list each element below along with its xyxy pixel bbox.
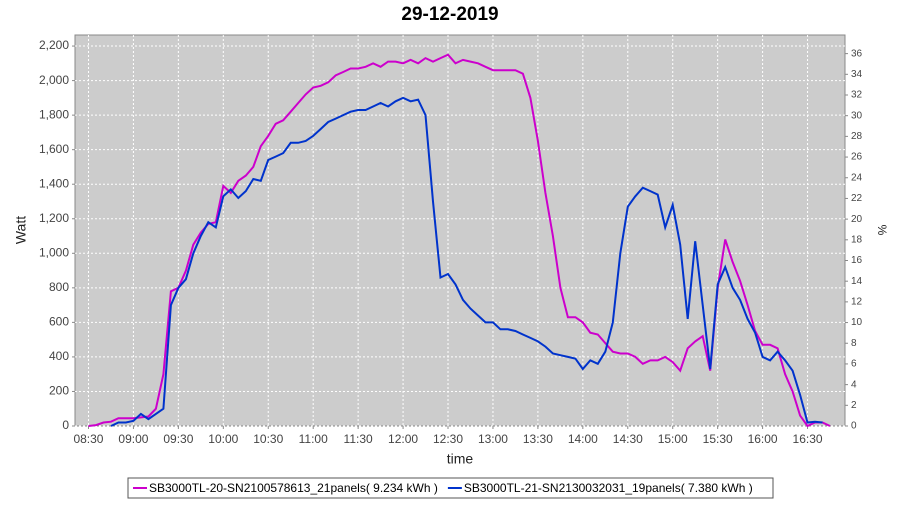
x-tick-label: 15:30 (703, 432, 733, 446)
y-tick-label: 1,200 (39, 211, 69, 225)
y2-tick-label: 36 (851, 48, 863, 59)
x-tick-label: 10:00 (208, 432, 238, 446)
y2-tick-label: 2 (851, 400, 857, 411)
y-tick-label: 600 (49, 315, 69, 329)
x-tick-label: 09:00 (118, 432, 148, 446)
y-tick-label: 2,200 (39, 38, 69, 52)
y2-tick-label: 20 (851, 214, 863, 225)
y-tick-label: 0 (62, 418, 69, 432)
y2-tick-label: 8 (851, 338, 857, 349)
x-tick-label: 16:30 (793, 432, 823, 446)
y-tick-label: 200 (49, 384, 69, 398)
y2-tick-label: 30 (851, 110, 863, 121)
y2-tick-label: 18 (851, 234, 863, 245)
x-tick-label: 15:00 (658, 432, 688, 446)
y2-tick-label: 12 (851, 297, 863, 308)
x-tick-label: 10:30 (253, 432, 283, 446)
series-line (110, 96, 823, 427)
y-tick-label: 1,600 (39, 142, 69, 156)
plot-area (74, 34, 846, 427)
y-tick-label: 1,400 (39, 176, 69, 190)
x-tick-label: 08:30 (73, 432, 103, 446)
legend-label: SB3000TL-20-SN2100578613_21panels( 9.234… (149, 481, 438, 495)
y-tick-label: 400 (49, 349, 69, 363)
x-tick-label: 11:00 (299, 432, 328, 446)
x-tick-label: 13:00 (478, 432, 508, 446)
y2-tick-label: 34 (851, 69, 863, 80)
x-tick-label: 12:00 (388, 432, 418, 446)
y2-tick-label: 16 (851, 255, 863, 266)
x-tick-label: 14:30 (613, 432, 643, 446)
y-tick-label: 1,000 (39, 245, 69, 259)
y-tick-label: 800 (49, 280, 69, 294)
chart-title: 29-12-2019 (401, 4, 498, 25)
x-tick-label: 14:00 (568, 432, 598, 446)
series-line (88, 53, 831, 428)
x-tick-label: 16:00 (748, 432, 778, 446)
y2-tick-label: 0 (851, 421, 857, 432)
x-tick-label: 09:30 (163, 432, 193, 446)
y2-tick-label: 22 (851, 193, 863, 204)
y-tick-label: 1,800 (39, 107, 69, 121)
x-tick-label: 13:30 (523, 432, 553, 446)
y2-tick-label: 10 (851, 317, 863, 328)
y2-tick-label: 26 (851, 152, 863, 163)
x-axis-label: time (447, 451, 474, 467)
y2-tick-label: 6 (851, 359, 857, 370)
y2-tick-label: 4 (851, 379, 857, 390)
y2-axis-label: % (875, 225, 889, 236)
x-tick-label: 12:30 (433, 432, 463, 446)
y-axis-label: Watt (13, 216, 29, 244)
y2-tick-label: 14 (851, 276, 863, 287)
y2-tick-label: 28 (851, 131, 863, 142)
y-tick-label: 2,000 (39, 73, 69, 87)
legend-label: SB3000TL-21-SN2130032031_19panels( 7.380… (464, 481, 753, 495)
y2-tick-label: 24 (851, 172, 863, 183)
y2-tick-label: 32 (851, 90, 863, 101)
x-tick-label: 11:30 (344, 432, 373, 446)
